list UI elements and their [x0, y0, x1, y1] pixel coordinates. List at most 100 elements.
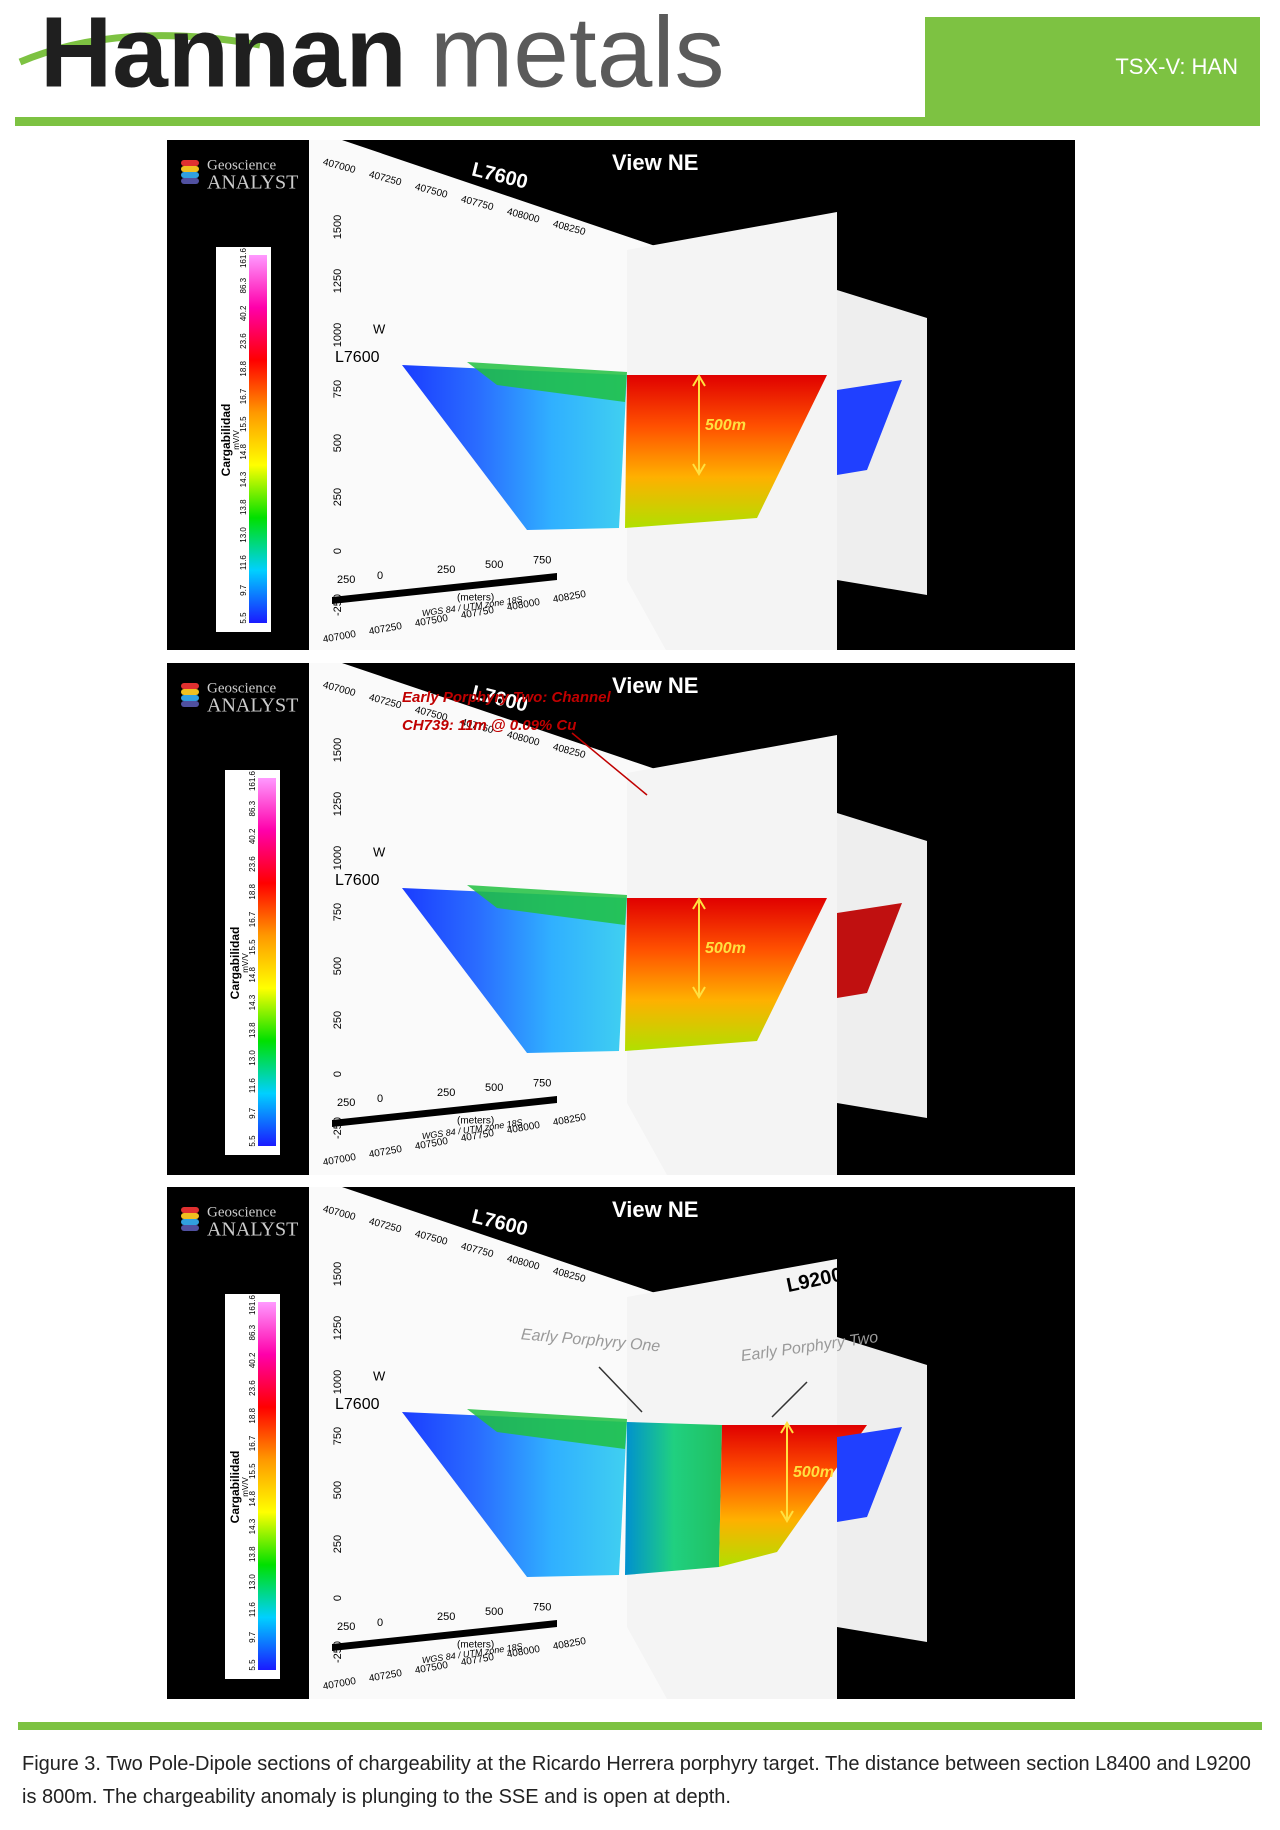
brand-icon: [181, 701, 199, 707]
brand-top: Geoscience: [207, 680, 276, 696]
elevation-tick: 1000: [332, 323, 344, 347]
brand-icon: [181, 172, 199, 178]
legend-value: 14.3: [239, 471, 248, 487]
legend-value: 5.5: [239, 612, 248, 624]
section-model: [402, 888, 627, 1053]
side-direction: W: [373, 844, 386, 859]
elevation-tick: 500: [332, 957, 344, 975]
brand-icon: [181, 160, 199, 166]
brand-icon: [181, 166, 199, 172]
legend-title: Cargabilidad: [228, 1451, 242, 1524]
brand-bottom: ANALYST: [207, 1219, 298, 1241]
legend-title: Cargabilidad: [228, 927, 242, 1000]
legend-value: 13.8: [248, 1022, 257, 1038]
depth-arrow-head: [692, 374, 706, 387]
scale-label: 250: [337, 1097, 355, 1109]
legend-value: 40.2: [248, 1352, 257, 1368]
scale-label: 250: [437, 1087, 455, 1099]
legend-title: Cargabilidad: [219, 404, 233, 477]
legend-unit: mV/V: [241, 953, 250, 973]
legend-bar: [249, 255, 267, 623]
section-model: [402, 365, 627, 530]
legend-value: 23.6: [239, 333, 248, 349]
side-line: L7600: [335, 872, 380, 889]
legend-value: 11.6: [248, 1602, 257, 1618]
legend-value: 161.6: [248, 1294, 257, 1315]
elevation-tick: 1250: [332, 269, 344, 293]
brand-icon: [181, 683, 199, 689]
scale-unit: (meters): [457, 1116, 494, 1127]
elevation-tick: 1500: [332, 738, 344, 762]
brand-icon: [181, 1213, 199, 1219]
legend-value: 18.8: [239, 360, 248, 376]
legend-bar: [258, 1302, 276, 1670]
scale-bar: [332, 1620, 557, 1651]
depth-arrow-head: [692, 897, 706, 910]
ticker-box: [925, 17, 1260, 125]
legend-value: 18.8: [248, 1407, 257, 1423]
legend-value: 11.6: [239, 555, 248, 571]
elevation-tick: 0: [332, 1595, 344, 1601]
depth-arrow-head: [780, 1421, 794, 1434]
depth-label: 500m: [793, 1464, 834, 1481]
legend-value: 15.5: [248, 939, 257, 955]
side-line: L7600: [335, 349, 380, 366]
scale-label: 750: [533, 554, 551, 566]
legend-value: 86.3: [248, 800, 257, 816]
header-rule: [15, 117, 1260, 126]
legend-value: 14.3: [248, 994, 257, 1010]
legend-value: 18.8: [248, 883, 257, 899]
legend-value: 161.6: [239, 247, 248, 268]
legend-value: 9.7: [248, 1631, 257, 1643]
depth-arrow-head: [692, 463, 706, 476]
elevation-tick: 0: [332, 548, 344, 554]
elevation-tick: 500: [332, 1481, 344, 1499]
legend-value: 5.5: [248, 1135, 257, 1147]
elevation-tick: 1000: [332, 1370, 344, 1394]
depth-label: 500m: [705, 417, 746, 434]
section-model: [402, 1412, 627, 1577]
scale-label: 500: [485, 1606, 503, 1618]
view-label: View NE: [612, 150, 698, 175]
brand-icon: [181, 1219, 199, 1225]
depth-arrow-head: [692, 986, 706, 999]
brand-icon: [181, 1225, 199, 1231]
legend-value: 5.5: [248, 1659, 257, 1671]
legend-value: 13.0: [248, 1050, 257, 1066]
elevation-tick: 750: [332, 1427, 344, 1445]
scale-label: 0: [377, 1093, 383, 1105]
legend-unit: mV/V: [232, 430, 241, 450]
elevation-tick: 1250: [332, 1316, 344, 1340]
section-model: [625, 375, 827, 528]
annotation: Early Porphyry Two: Channel: [402, 689, 611, 706]
section-sheet: [837, 1337, 927, 1642]
elevation-tick: 250: [332, 488, 344, 506]
section-model: [837, 903, 902, 998]
brand-icon: [181, 695, 199, 701]
legend-value: 15.5: [239, 416, 248, 432]
scale-label: 750: [533, 1601, 551, 1613]
legend-value: 13.0: [239, 527, 248, 543]
section-model: [837, 380, 902, 475]
scale-unit: (meters): [457, 593, 494, 604]
scale-label: 250: [437, 564, 455, 576]
brand-top: Geoscience: [207, 157, 276, 173]
logo-light: metals: [430, 0, 725, 108]
legend-value: 86.3: [248, 1324, 257, 1340]
legend-value: 40.2: [248, 828, 257, 844]
section-sheet: [837, 290, 927, 595]
scale-label: 750: [533, 1077, 551, 1089]
section-model: [719, 1425, 867, 1567]
annotation: CH739: 11m @ 0.09% Cu: [402, 717, 576, 734]
logo-dark: Hannan: [40, 0, 407, 108]
side-direction: W: [373, 1368, 386, 1383]
legend-value: 11.6: [248, 1078, 257, 1094]
footer-rule: [18, 1722, 1262, 1730]
section-band: [467, 1409, 627, 1449]
elevation-tick: 1000: [332, 846, 344, 870]
side-direction: W: [373, 321, 386, 336]
annotation-arrow: [571, 732, 648, 796]
legend-value: 14.8: [248, 1491, 257, 1507]
